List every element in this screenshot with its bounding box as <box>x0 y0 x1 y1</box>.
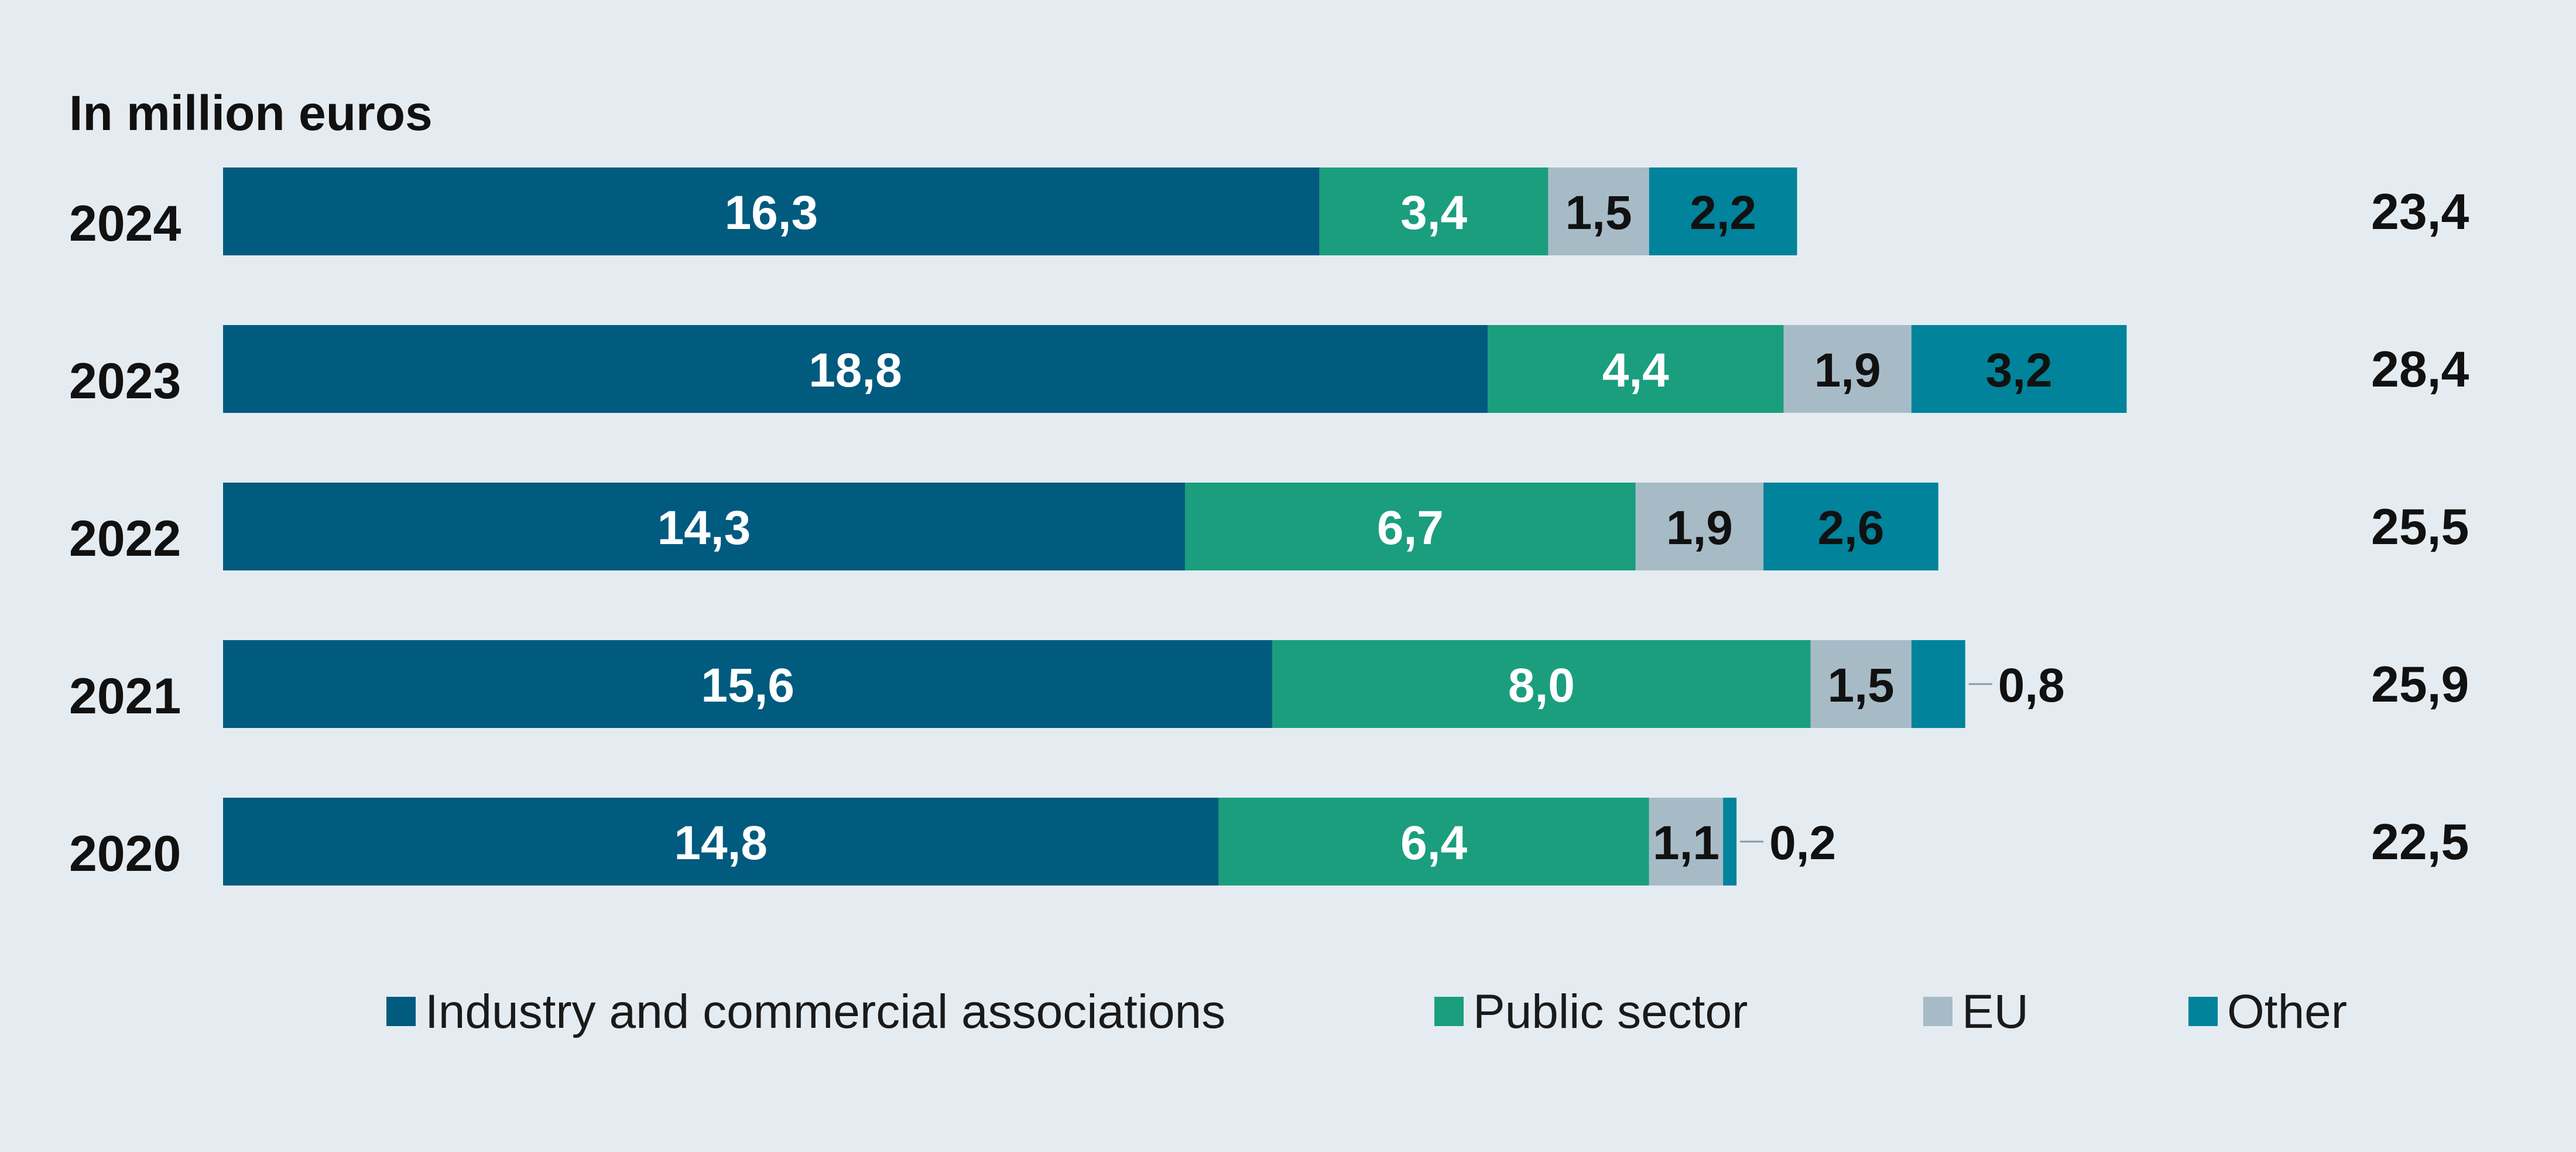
bar-segment-other-2023 <box>1911 325 2127 413</box>
bar-segment-public-sector-2021 <box>1272 640 1811 728</box>
value-label-other-2024: 2,2 <box>1690 186 1756 240</box>
year-label-2020: 2020 <box>69 826 181 882</box>
total-label-2024: 23,4 <box>2371 184 2469 240</box>
value-label-public-sector-2023: 4,4 <box>1602 344 1669 397</box>
legend-swatch-eu <box>1923 997 1952 1026</box>
value-label-industry-and-commercial-associations-2020: 14,8 <box>674 816 768 870</box>
bar-segment-industry-and-commercial-associations-2022 <box>223 483 1185 570</box>
legend: Industry and commercial associations Publ… <box>386 985 2347 1038</box>
bar-segment-eu-2024 <box>1548 167 1649 255</box>
legend-label-eu: EU <box>1962 985 2029 1038</box>
value-label-eu-2020: 1,1 <box>1653 816 1719 870</box>
value-label-industry-and-commercial-associations-2024: 16,3 <box>725 186 818 240</box>
value-label-other-2020: 0,2 <box>1769 816 1836 870</box>
legend-swatch-industry-and-commercial-associations <box>386 997 416 1026</box>
total-label-2021: 25,9 <box>2371 657 2469 713</box>
legend-label-public-sector: Public sector <box>1473 985 1748 1038</box>
bar-segment-public-sector-2022 <box>1184 483 1636 570</box>
bar-segment-eu-2021 <box>1810 640 1912 728</box>
value-label-other-2023: 3,2 <box>1986 344 2053 397</box>
bar-segment-public-sector-2024 <box>1319 167 1549 255</box>
bar-segment-industry-and-commercial-associations-2021 <box>223 640 1273 728</box>
year-label-2024: 2024 <box>69 196 181 252</box>
bar-segment-other-2021 <box>1911 640 1965 728</box>
bar-segment-public-sector-2020 <box>1218 798 1649 886</box>
legend-label-other: Other <box>2227 985 2347 1038</box>
total-label-2023: 28,4 <box>2371 341 2469 398</box>
value-label-eu-2024: 1,5 <box>1566 186 1632 240</box>
value-label-eu-2023: 1,9 <box>1814 344 1881 397</box>
value-label-eu-2022: 1,9 <box>1666 501 1733 555</box>
bar-segment-other-2024 <box>1649 167 1797 255</box>
bar-segment-other-2022 <box>1763 483 1938 570</box>
value-label-public-sector-2021: 8,0 <box>1508 659 1575 712</box>
bar-segment-eu-2022 <box>1635 483 1764 570</box>
value-label-public-sector-2022: 6,7 <box>1377 501 1444 555</box>
value-label-other-2022: 2,6 <box>1817 501 1884 555</box>
unit-label: In million euros <box>69 86 433 141</box>
legend-label-industry-and-commercial-associations: Industry and commercial associations <box>425 985 1225 1038</box>
value-label-industry-and-commercial-associations-2022: 14,3 <box>657 501 751 555</box>
year-label-2021: 2021 <box>69 668 181 724</box>
legend-swatch-public-sector <box>1434 997 1464 1026</box>
bar-segment-public-sector-2023 <box>1488 325 1784 413</box>
bar-segment-industry-and-commercial-associations-2023 <box>223 325 1488 413</box>
value-label-other-2021: 0,8 <box>1998 659 2065 712</box>
total-label-2020: 22,5 <box>2371 814 2469 870</box>
value-label-public-sector-2024: 3,4 <box>1400 186 1467 240</box>
value-label-public-sector-2020: 6,4 <box>1400 816 1467 870</box>
year-label-2022: 2022 <box>69 511 181 567</box>
year-label-2023: 2023 <box>69 353 181 409</box>
bar-segment-industry-and-commercial-associations-2020 <box>223 798 1219 886</box>
value-label-industry-and-commercial-associations-2021: 15,6 <box>701 659 794 712</box>
bars-group: 2024 16,3 3,4 1,5 2,2 23,4 2023 18,8 4,4 1,9 3,2 28… <box>69 167 2469 886</box>
bar-segment-industry-and-commercial-associations-2024 <box>223 167 1320 255</box>
total-label-2022: 25,5 <box>2371 499 2469 555</box>
bar-segment-eu-2023 <box>1783 325 1912 413</box>
value-label-eu-2021: 1,5 <box>1828 659 1895 712</box>
value-label-industry-and-commercial-associations-2023: 18,8 <box>809 344 902 397</box>
legend-swatch-other <box>2188 997 2218 1026</box>
bar-segment-eu-2020 <box>1649 798 1724 886</box>
bar-segment-other-2020 <box>1723 798 1737 886</box>
